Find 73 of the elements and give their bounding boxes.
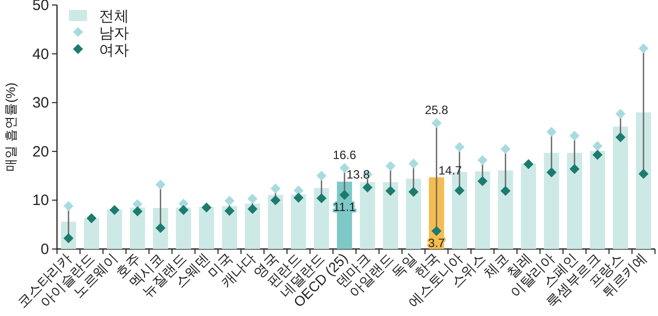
point <box>386 186 396 196</box>
point <box>592 150 602 160</box>
point <box>638 43 648 54</box>
point <box>270 195 280 206</box>
point <box>478 155 488 166</box>
point <box>202 202 212 213</box>
bar <box>244 204 260 249</box>
bar <box>360 182 376 249</box>
y-tick-label: 20 <box>32 143 49 160</box>
bar <box>268 194 284 249</box>
bar <box>106 209 122 249</box>
bar <box>130 208 146 249</box>
point <box>294 192 304 203</box>
point <box>570 164 580 174</box>
point <box>340 190 350 200</box>
point <box>638 168 648 179</box>
point <box>454 142 464 152</box>
point <box>224 206 234 216</box>
bar <box>498 170 514 249</box>
y-tick-label: 10 <box>32 192 49 210</box>
point <box>500 186 510 196</box>
point <box>248 194 258 204</box>
point <box>454 185 464 196</box>
point <box>432 118 442 128</box>
bar <box>290 194 306 249</box>
point <box>408 186 418 197</box>
bar <box>520 164 536 249</box>
point <box>316 170 326 181</box>
point <box>248 204 258 214</box>
bar <box>636 112 652 249</box>
y-tick-label: 40 <box>32 46 49 63</box>
point <box>110 204 120 215</box>
legend-label: 전체 <box>99 8 129 25</box>
bar <box>612 126 628 249</box>
point <box>386 161 396 172</box>
point <box>616 108 626 119</box>
legend-label: 남자 <box>99 25 129 42</box>
point <box>500 144 510 154</box>
point <box>294 185 304 196</box>
bar <box>544 152 560 249</box>
point <box>178 204 188 215</box>
point <box>592 141 602 152</box>
point <box>546 126 556 137</box>
point <box>408 158 418 169</box>
point <box>64 201 74 212</box>
bar <box>406 178 422 249</box>
point <box>616 132 626 142</box>
point <box>570 130 580 141</box>
bar <box>590 150 606 249</box>
point <box>316 193 326 204</box>
y-tick-label: 0 <box>40 241 49 258</box>
bar <box>474 171 490 249</box>
point <box>86 213 96 224</box>
y-axis-title: 매일 흡연률(%) <box>3 82 18 172</box>
point <box>362 182 372 193</box>
bar <box>84 218 100 249</box>
point <box>546 167 556 178</box>
point <box>156 180 166 190</box>
point <box>478 176 488 186</box>
bar <box>222 206 238 249</box>
bar <box>566 152 582 249</box>
point <box>270 183 280 194</box>
bar <box>198 207 214 249</box>
point <box>224 196 234 206</box>
point <box>432 226 442 236</box>
y-tick-label: 30 <box>32 94 49 112</box>
bar <box>314 188 330 249</box>
bar <box>382 182 398 249</box>
point <box>524 159 534 170</box>
bar <box>176 208 192 249</box>
point <box>132 199 142 210</box>
point <box>132 206 142 216</box>
legend-label: 여자 <box>99 42 129 59</box>
